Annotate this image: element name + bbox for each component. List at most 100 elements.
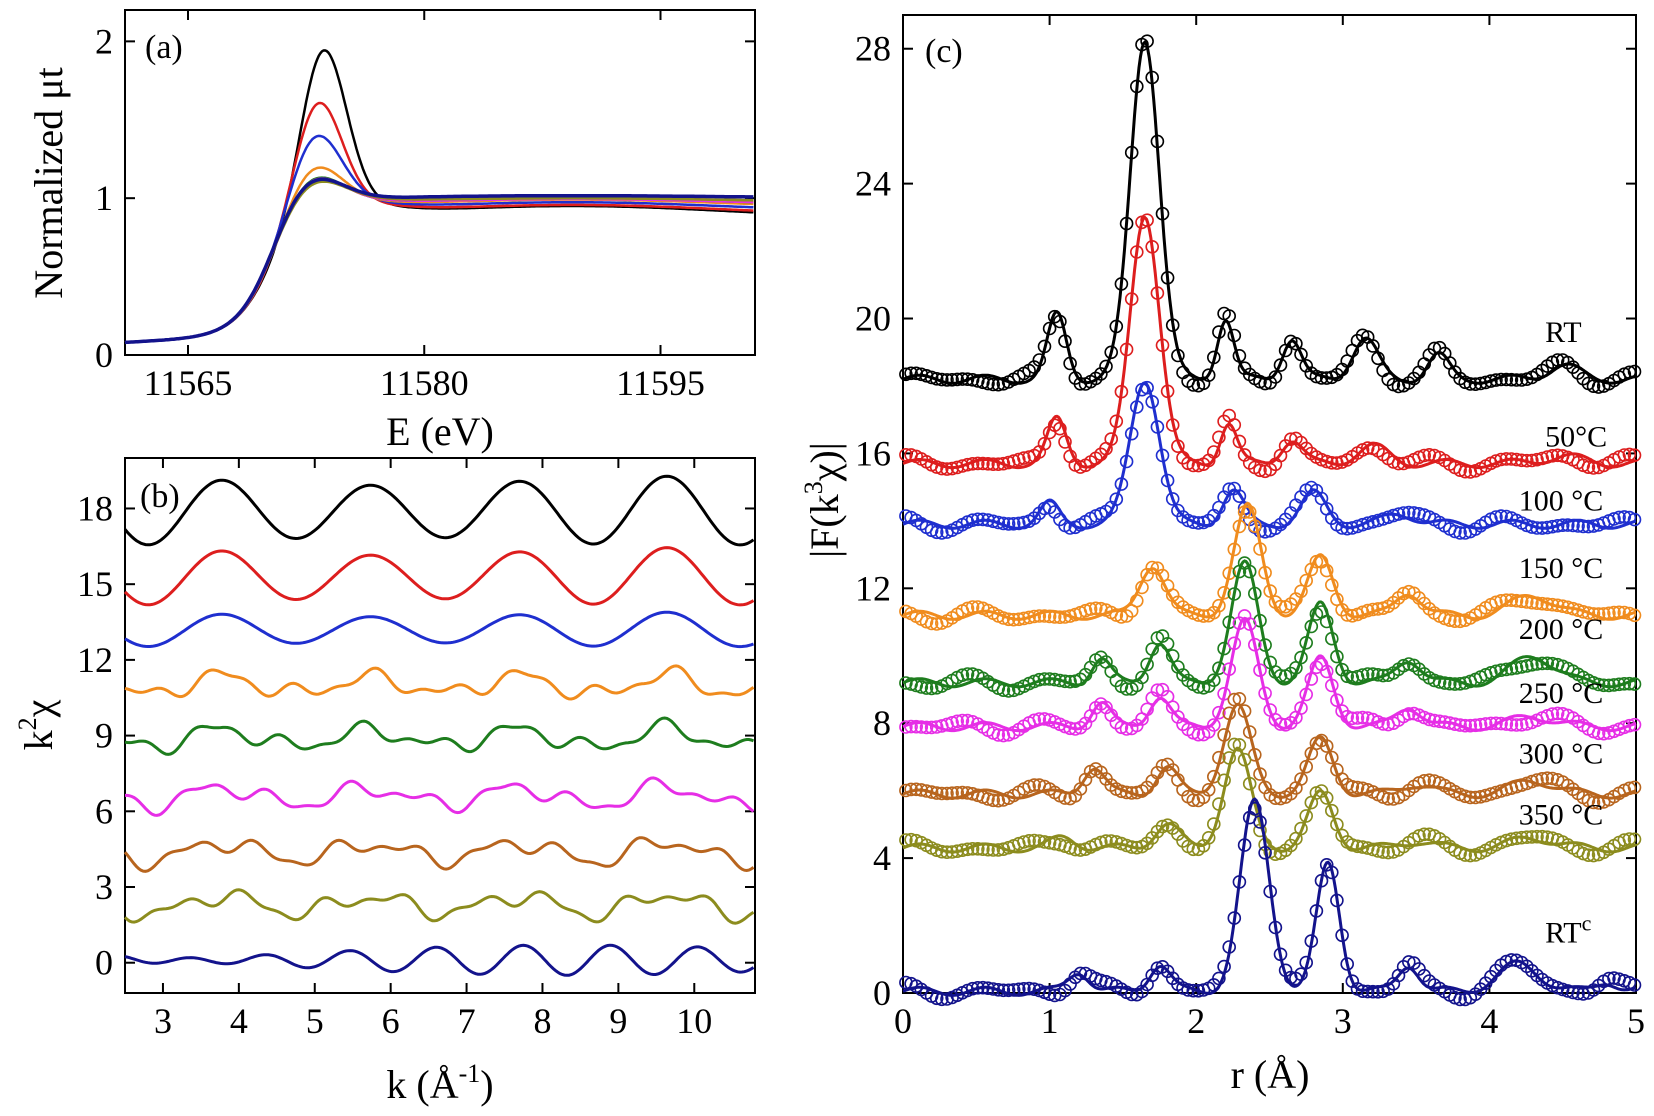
panel-b-ylabel-main: k bbox=[16, 730, 61, 750]
panel-c-point-5 bbox=[1191, 727, 1206, 742]
panel-c-point-5 bbox=[1345, 711, 1360, 726]
panel-c-point-7 bbox=[1201, 830, 1216, 845]
panel-c-point-7 bbox=[960, 842, 975, 857]
panel-c-ytick-label: 28 bbox=[855, 29, 891, 69]
panel-c-point-8 bbox=[965, 981, 980, 996]
panel-c-ytick-label: 0 bbox=[873, 973, 891, 1013]
panel-c-point-6 bbox=[1325, 750, 1339, 765]
panel-c-point-8 bbox=[1268, 920, 1283, 935]
panel-b-kspace: 3 4 5 6 7 8 9 10 0 3 6 9 12 15 18 (b) k (Å-1) k2χ bbox=[13, 457, 756, 1107]
panel-c-point-2 bbox=[1119, 454, 1134, 469]
panel-c-point-2 bbox=[1006, 516, 1021, 531]
panel-c-point-6 bbox=[1627, 780, 1642, 795]
panel-b-ytick-label: 15 bbox=[77, 564, 113, 604]
panel-c-point-4 bbox=[1299, 635, 1313, 650]
panel-c-point-5 bbox=[1350, 711, 1365, 725]
panel-c-point-4 bbox=[924, 681, 939, 696]
panel-c-fit-4 bbox=[902, 559, 1637, 689]
panel-c-point-8 bbox=[1253, 815, 1267, 829]
panel-c-point-4 bbox=[1525, 657, 1539, 672]
panel-c-point-1 bbox=[1540, 450, 1555, 464]
panel-c-point-3 bbox=[1053, 610, 1067, 625]
panel-c-point-6 bbox=[981, 792, 995, 806]
panel-c-point-5 bbox=[899, 720, 913, 734]
panel-c-point-3 bbox=[996, 611, 1011, 625]
panel-c-point-7 bbox=[1212, 797, 1226, 811]
panel-c-xtick-label: 3 bbox=[1334, 1001, 1352, 1041]
panel-c-point-7 bbox=[1525, 830, 1539, 844]
panel-c-point-3 bbox=[1612, 605, 1626, 620]
panel-b-ytick-label: 6 bbox=[95, 791, 113, 831]
panel-c-point-4 bbox=[1032, 672, 1047, 687]
panel-c-point-3 bbox=[1627, 608, 1642, 623]
panel-c-point-7 bbox=[1237, 752, 1252, 767]
panel-c-point-2 bbox=[1581, 519, 1596, 534]
panel-c-point-5 bbox=[1242, 617, 1257, 631]
panel-c-point-8 bbox=[1017, 981, 1031, 996]
panel-c-point-4 bbox=[1345, 670, 1360, 685]
panel-c-point-1 bbox=[1299, 441, 1313, 456]
panel-c-point-8 bbox=[1073, 966, 1088, 981]
panel-c-point-8 bbox=[970, 980, 985, 995]
panel-c-series-label-text: RT bbox=[1545, 916, 1582, 949]
panel-c-point-5 bbox=[1458, 718, 1472, 733]
panel-c-point-1 bbox=[1150, 286, 1165, 300]
panel-c-point-2 bbox=[1396, 506, 1411, 520]
panel-c-point-7 bbox=[1499, 833, 1514, 848]
panel-c-point-8 bbox=[1309, 904, 1324, 918]
panel-c-point-3 bbox=[1212, 598, 1226, 613]
panel-c-point-0 bbox=[1201, 368, 1216, 383]
panel-c-point-3 bbox=[1309, 554, 1324, 569]
panel-c-point-8 bbox=[1273, 947, 1288, 962]
panel-c-point-6 bbox=[1319, 739, 1334, 753]
panel-c-point-0 bbox=[965, 372, 980, 387]
panel-c-point-8 bbox=[1330, 893, 1344, 908]
panel-c-series-label-2: 100 °C bbox=[1519, 485, 1604, 518]
panel-c-point-3 bbox=[1145, 560, 1159, 575]
panel-c-point-2 bbox=[1186, 515, 1201, 530]
panel-b-xtick-label: 5 bbox=[306, 1001, 324, 1041]
panel-c-point-8 bbox=[976, 980, 990, 995]
panel-c-point-5 bbox=[1160, 689, 1175, 704]
panel-c-point-5 bbox=[1032, 712, 1047, 726]
panel-c-point-3 bbox=[1591, 607, 1606, 621]
panel-c-point-2 bbox=[1391, 507, 1406, 521]
panel-c-point-6 bbox=[1458, 789, 1472, 804]
panel-c-point-0 bbox=[1366, 339, 1380, 353]
panel-c-point-0 bbox=[1124, 145, 1139, 160]
panel-c-point-6 bbox=[945, 786, 959, 801]
panel-c-point-7 bbox=[1217, 773, 1231, 788]
panel-c-point-0 bbox=[1499, 372, 1514, 387]
panel-c-point-1 bbox=[1186, 458, 1201, 473]
panel-c-point-8 bbox=[1299, 955, 1313, 970]
panel-c-point-6 bbox=[1484, 787, 1498, 801]
panel-c-point-8 bbox=[1237, 838, 1252, 852]
panel-c-point-0 bbox=[1155, 206, 1170, 221]
panel-c-point-5 bbox=[1140, 702, 1154, 717]
panel-c-point-5 bbox=[1201, 724, 1216, 739]
panel-c-ytick-label: 12 bbox=[855, 568, 891, 608]
panel-b-ylabel-sup: 2 bbox=[13, 717, 42, 730]
panel-c-point-3 bbox=[1443, 613, 1457, 628]
panel-c-ylabel-main: |F(k bbox=[802, 494, 847, 558]
panel-c-point-0 bbox=[1140, 34, 1154, 49]
panel-c-point-8 bbox=[1602, 971, 1616, 986]
panel-c-point-7 bbox=[1535, 829, 1549, 844]
panel-c-series-label-text: RT bbox=[1545, 316, 1582, 349]
panel-c-point-4 bbox=[1443, 676, 1457, 691]
panel-c-point-3 bbox=[1001, 612, 1016, 627]
panel-c-frame bbox=[902, 14, 1637, 994]
panel-c-point-7 bbox=[1355, 840, 1370, 854]
panel-c-point-2 bbox=[1448, 524, 1462, 539]
panel-c-point-7 bbox=[940, 845, 954, 860]
panel-b-line-4 bbox=[124, 716, 755, 756]
panel-c-point-6 bbox=[909, 782, 924, 797]
panel-c-point-1 bbox=[1458, 464, 1472, 479]
panel-c-point-0 bbox=[1478, 375, 1493, 390]
panel-c-point-1 bbox=[1453, 463, 1467, 478]
panel-c-point-6 bbox=[1417, 773, 1431, 788]
panel-c-point-6 bbox=[1124, 786, 1139, 800]
panel-b-ytick-label: 0 bbox=[95, 943, 113, 983]
panel-c-point-1 bbox=[1360, 441, 1375, 455]
panel-c-point-4 bbox=[1607, 678, 1621, 692]
